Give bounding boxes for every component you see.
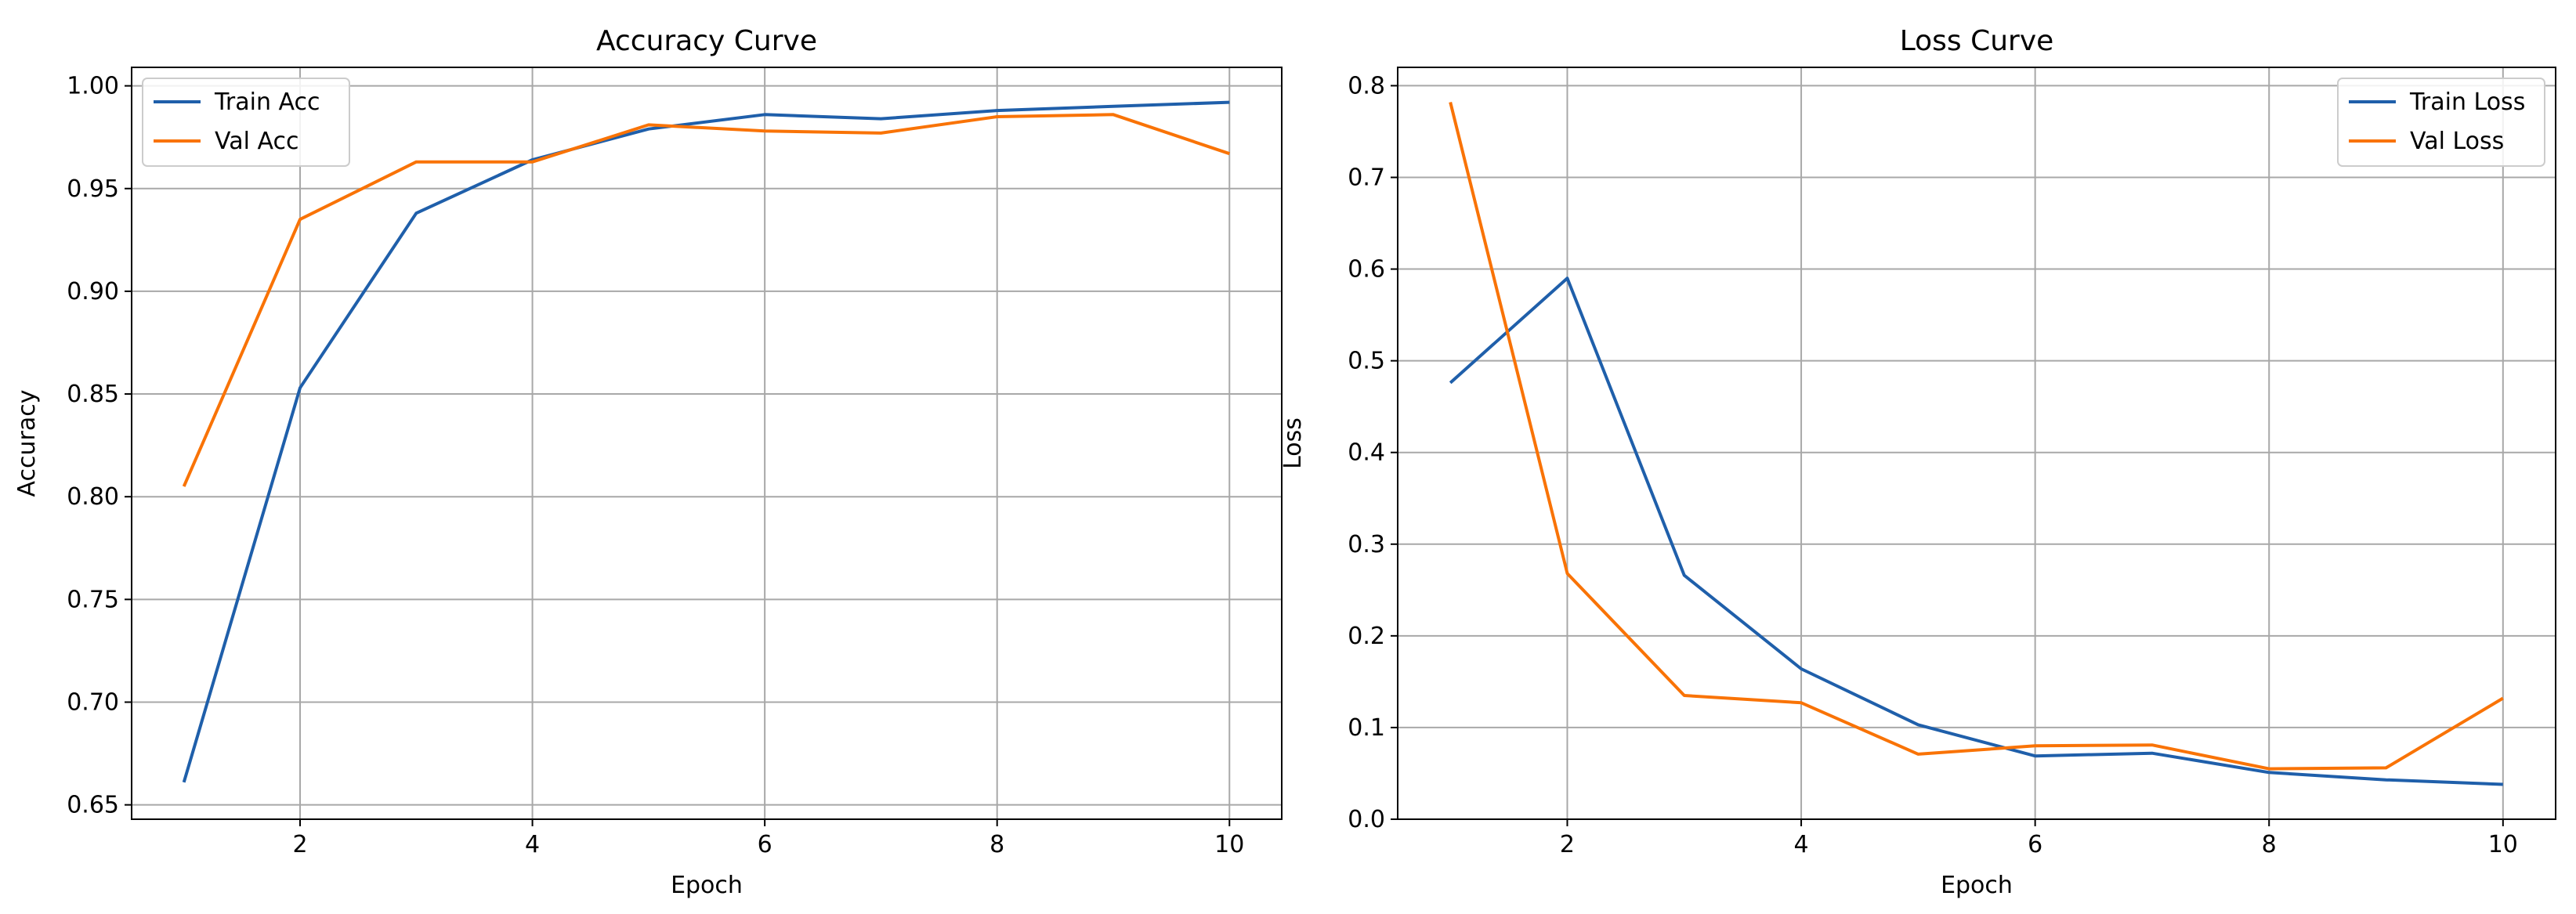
y-tick-label: 0.4 <box>1348 439 1385 467</box>
series-line-val-acc <box>182 113 1230 487</box>
y-tick-label: 0.8 <box>1348 72 1385 99</box>
chart-panel-2: 2 4 6 8 10 0.0 0.1 0.2 0.3 0.4 0.5 0.6 0.7 0.8 Loss Cu… <box>1279 25 2556 899</box>
y-axis-label: Loss <box>1279 417 1307 469</box>
y-tick-label: 0.65 <box>67 792 119 819</box>
series-line-train-loss <box>1449 276 2503 786</box>
y-tick-label: 0.3 <box>1348 531 1385 558</box>
y-tick-label: 0.1 <box>1348 714 1385 742</box>
y-axis-label: Accuracy <box>13 390 41 497</box>
x-tick-label: 2 <box>292 831 307 858</box>
y-tick-label: 0.2 <box>1348 623 1385 650</box>
chart-panel-1: 2 4 6 8 10 0.65 0.70 0.75 0.80 0.85 0.90 0.95 1.00 Ac… <box>13 25 1283 899</box>
y-tick-label: 0.0 <box>1348 806 1385 833</box>
axes-frame <box>1397 67 2556 820</box>
x-tick-label: 10 <box>2488 831 2518 858</box>
y-tick-label: 0.70 <box>67 688 119 716</box>
y-tick-label: 0.5 <box>1348 348 1385 375</box>
x-axis-label: Epoch <box>671 872 743 899</box>
legend: Train Acc Val Acc <box>142 78 350 167</box>
y-tick-label: 0.95 <box>67 175 119 203</box>
axes-frame <box>131 67 1283 820</box>
x-tick-label: 8 <box>2262 831 2277 858</box>
legend-label: Val Loss <box>2410 128 2504 155</box>
x-tick-label: 4 <box>1794 831 1809 858</box>
legend-label: Train Acc <box>214 89 320 116</box>
x-tick-label: 6 <box>2028 831 2042 858</box>
x-tick-label: 4 <box>525 831 540 858</box>
chart-title: Accuracy Curve <box>596 25 817 57</box>
y-tick-label: 0.80 <box>67 483 119 511</box>
series-line-val-loss <box>1449 102 2504 771</box>
legend-label: Train Loss <box>2409 89 2525 116</box>
x-tick-label: 10 <box>1214 831 1244 858</box>
legend: Train Loss Val Loss <box>2337 78 2545 167</box>
legend-label: Val Acc <box>215 128 298 155</box>
chart-title: Loss Curve <box>1900 25 2054 57</box>
y-tick-label: 0.85 <box>67 381 119 408</box>
y-tick-label: 0.6 <box>1348 256 1385 284</box>
y-tick-label: 0.75 <box>67 586 119 613</box>
x-tick-label: 6 <box>758 831 772 858</box>
x-axis-label: Epoch <box>1941 872 2013 899</box>
y-tick-label: 1.00 <box>67 73 119 100</box>
series-line-train-acc <box>182 100 1230 783</box>
x-tick-label: 8 <box>990 831 1004 858</box>
x-tick-label: 2 <box>1560 831 1575 858</box>
y-tick-label: 0.90 <box>67 278 119 305</box>
y-tick-label: 0.7 <box>1348 164 1385 191</box>
